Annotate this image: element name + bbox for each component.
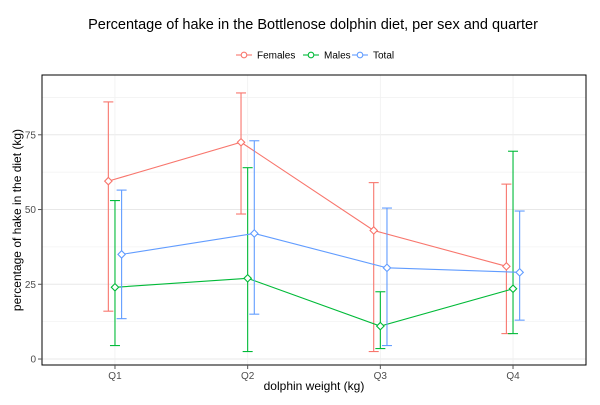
legend-key-point (356, 51, 364, 59)
x-tick-label: Q1 (108, 371, 122, 382)
x-tick-label: Q3 (374, 371, 388, 382)
data-point (501, 261, 511, 271)
legend-key-point (240, 51, 248, 59)
legend-item-males: Males (303, 51, 351, 62)
y-tick-label: 25 (25, 280, 37, 291)
data-point (508, 284, 518, 294)
y-tick-label: 0 (30, 355, 36, 366)
legend-label: Males (324, 51, 351, 62)
series-total (116, 140, 525, 347)
data-point (236, 137, 246, 147)
data-point (369, 226, 379, 235)
data-point (249, 228, 259, 238)
series-line (121, 232, 520, 273)
data-point (110, 282, 120, 292)
legend-label: Total (373, 51, 394, 62)
series-females (103, 92, 512, 353)
grid-lines (42, 75, 586, 365)
data-point (117, 249, 127, 259)
y-axis-ticks: 0 25 50 75 (25, 130, 42, 366)
legend: Females Males Total (236, 51, 394, 62)
data-point (382, 263, 392, 273)
chart-title: Percentage of hake in the Bottlenose dol… (88, 17, 538, 33)
x-axis-ticks: Q1 Q2 Q3 Q4 (108, 365, 520, 382)
series-layer (103, 92, 525, 353)
x-axis-title: dolphin weight (kg) (264, 379, 365, 393)
x-tick-label: Q4 (506, 371, 520, 382)
y-axis-title: percentage of hake in the diet (kg) (10, 129, 24, 311)
data-point (103, 176, 113, 186)
x-tick-label: Q2 (241, 371, 255, 382)
legend-item-females: Females (236, 51, 295, 62)
y-tick-label: 75 (25, 130, 37, 141)
series-males (109, 150, 519, 353)
data-point (243, 273, 253, 283)
data-point (515, 267, 525, 277)
legend-key-point (307, 51, 315, 59)
data-point (375, 321, 385, 331)
plot-panel-border (41, 74, 587, 366)
series-line (108, 141, 507, 267)
legend-item-total: Total (352, 51, 394, 62)
y-tick-label: 50 (25, 205, 37, 216)
legend-label: Females (257, 51, 295, 62)
series-line (114, 277, 514, 327)
